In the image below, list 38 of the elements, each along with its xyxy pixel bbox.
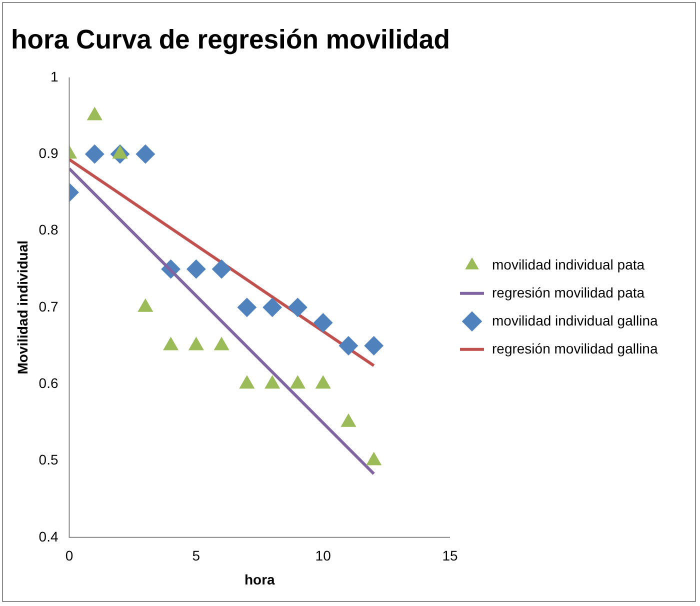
point [186,260,206,279]
x-tick-label: 0 [65,548,74,564]
y-tick-label: 0.4 [38,528,58,544]
point [264,376,280,389]
point [288,298,308,317]
point [338,336,358,356]
y-tick-label: 0.8 [38,222,58,238]
point [314,313,333,332]
point [163,337,178,350]
x-axis-title: hora [244,571,276,588]
legend-label: regresión movilidad gallina [492,340,658,356]
y-tick-label: 0.5 [38,452,58,468]
point [85,144,104,164]
y-tick-label: 0.7 [38,298,58,314]
point [366,452,382,466]
x-tick-label: 5 [192,548,200,564]
legend-label: movilidad individual pata [492,256,645,272]
point [316,376,331,389]
point [188,337,204,350]
x-tick-label: 10 [315,548,332,564]
point [138,298,153,312]
y-axis-title: Movilidad individual [14,240,30,374]
point [341,414,356,427]
point [290,376,306,389]
legend-label: movilidad individual gallina [492,312,658,328]
y-tick-label: 0.9 [38,144,58,161]
x-tick-label: 15 [442,548,458,564]
point [136,144,155,164]
point [237,298,256,317]
legend-label: regresión movilidad pata [492,284,645,300]
point [212,260,232,279]
point [262,298,282,317]
point [364,336,384,356]
y-tick-label: 1 [50,68,58,84]
point [214,337,229,350]
point [240,376,254,389]
y-tick-label: 0.6 [38,374,58,391]
chart-title: hora Curva de regresión movilidad [11,24,450,55]
